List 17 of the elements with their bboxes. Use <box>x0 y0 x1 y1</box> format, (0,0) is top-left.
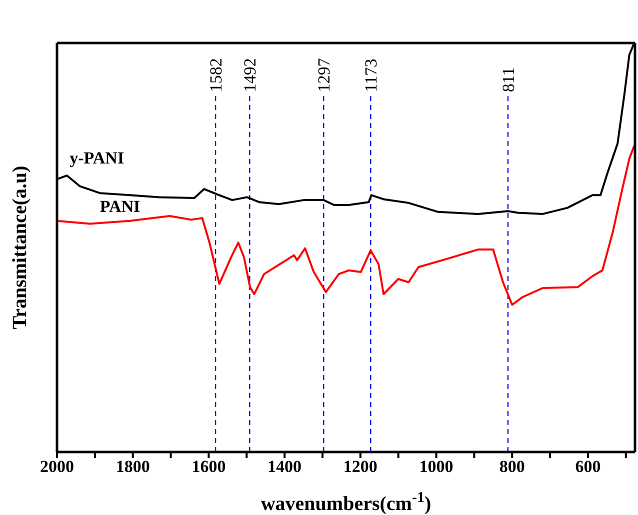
x-tick-label: 1600 <box>192 457 226 476</box>
series-label: PANI <box>100 196 141 216</box>
ref-line-label: 1173 <box>362 58 381 92</box>
ref-line-label: 811 <box>498 67 518 92</box>
x-tick-label: 800 <box>499 457 525 476</box>
series-label: y-PANI <box>70 148 124 168</box>
ref-line-label: 1297 <box>314 58 334 92</box>
x-tick-label: 600 <box>575 457 601 476</box>
x-tick-label: 2000 <box>40 457 74 476</box>
x-tick-label: 1200 <box>343 457 378 476</box>
y-axis-title: Transmittance(a.u) <box>9 166 31 330</box>
x-axis-title: wavenumbers(cm$^{-1}$) <box>260 490 432 515</box>
x-tick-label: 1800 <box>116 457 150 476</box>
ref-line-label: 1492 <box>240 58 260 92</box>
x-tick-label: 1400 <box>268 457 302 476</box>
x-tick-label: 1000 <box>419 457 454 476</box>
ref-line-label: 1582 <box>206 58 226 92</box>
